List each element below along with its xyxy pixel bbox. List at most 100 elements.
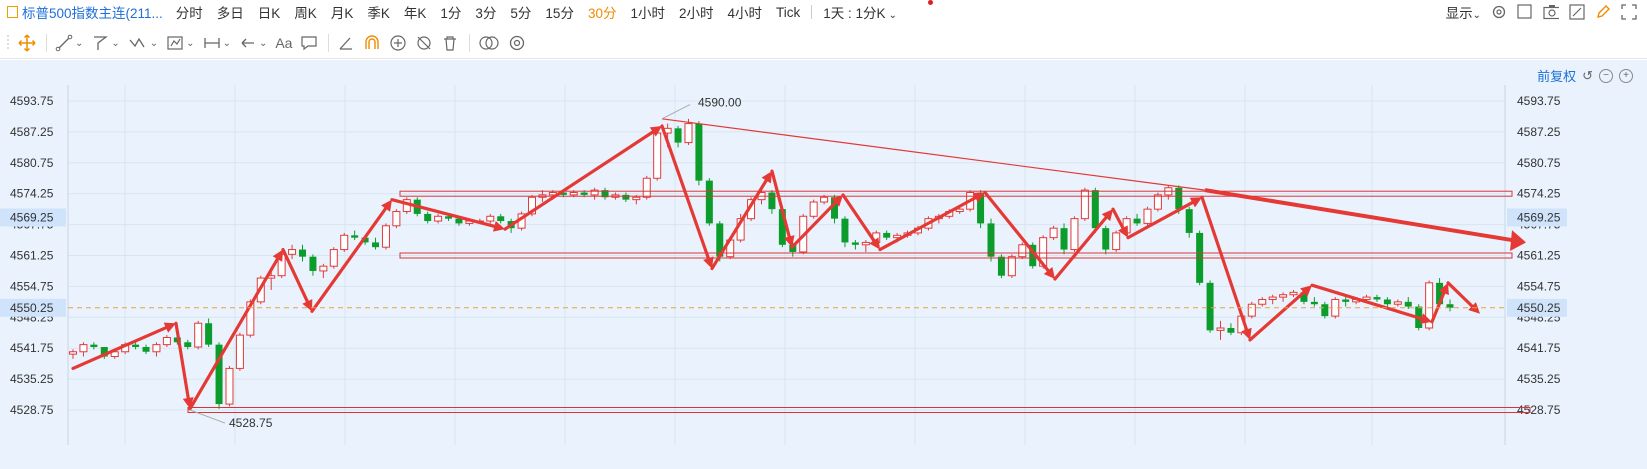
swing-arrow-shaft <box>71 326 168 371</box>
period-3min[interactable]: 3分 <box>475 6 497 21</box>
swing-arrow-shaft <box>983 190 1050 273</box>
swing-arrow-shaft <box>1053 216 1108 281</box>
candle-body-up <box>590 189 599 196</box>
period-quarterly[interactable]: 季K <box>367 6 390 21</box>
period-multiday[interactable]: 多日 <box>216 6 244 21</box>
candle-body-up <box>1070 218 1079 251</box>
candle-body-up <box>1425 282 1434 329</box>
candle-body-up <box>528 196 536 215</box>
move-crosshair-icon[interactable] <box>18 32 36 54</box>
zoom-in-icon[interactable]: + <box>1619 68 1633 83</box>
period-30min[interactable]: 30分 <box>587 6 617 21</box>
measure-tool-icon[interactable]: ⌄ <box>203 32 231 54</box>
period-tick[interactable]: Tick <box>776 4 801 20</box>
arrow-tool-icon[interactable]: ⌄ <box>239 32 267 54</box>
swing-arrow-shaft <box>1111 207 1125 230</box>
y-tick-label-left: 4574.25 <box>10 187 54 201</box>
candle-body-down <box>132 344 140 348</box>
edit-image-icon[interactable] <box>1569 4 1585 20</box>
instrument-title[interactable]: 标普500指数主连(211... <box>22 6 163 21</box>
candle-body-down <box>695 123 703 181</box>
candle-body-down <box>100 347 108 357</box>
candle-body-up <box>1018 244 1027 258</box>
swing-arrow-shaft <box>390 198 496 228</box>
candle-body-down <box>424 213 432 222</box>
trash-icon[interactable] <box>441 32 459 54</box>
candle-body-up <box>820 196 829 203</box>
swing-arrow-head <box>703 256 714 269</box>
pencil-icon[interactable] <box>1595 4 1611 20</box>
period-monthly[interactable]: 月K <box>330 6 354 21</box>
angle-tool-icon[interactable] <box>337 32 355 54</box>
adjust-mode-label[interactable]: 前复权 <box>1537 69 1577 84</box>
period-weekly[interactable]: 周K <box>294 6 317 21</box>
y-tick-label-right: 4561.25 <box>1517 249 1561 263</box>
comment-tool-icon[interactable] <box>300 32 318 54</box>
text-tool[interactable]: Aa <box>275 35 293 51</box>
adjust-controls: 前复权 ↺ − + <box>1537 66 1633 85</box>
candle-body-down <box>977 192 985 224</box>
candle-body-down <box>1310 301 1318 305</box>
hide-drawing-icon[interactable] <box>415 32 433 54</box>
y-tick-label-left: 4535.25 <box>10 372 54 386</box>
wave-tool-icon[interactable]: ⌄ <box>128 32 158 54</box>
current-price-label-left: 4569.25 <box>10 210 54 224</box>
candle-body-up <box>1112 232 1121 251</box>
zoom-out-icon[interactable]: − <box>1599 68 1613 83</box>
period-yearly[interactable]: 年K <box>403 6 427 21</box>
candle-body-up <box>955 208 964 213</box>
undo-icon[interactable]: ↺ <box>1582 67 1593 83</box>
candle-body-up <box>152 344 161 353</box>
candle-body-up <box>861 241 870 246</box>
period-1hour[interactable]: 1小时 <box>630 6 665 21</box>
y-tick-label-left: 4541.75 <box>10 341 54 355</box>
settings-gear-icon[interactable] <box>1491 4 1507 20</box>
candle-body-up <box>69 351 77 355</box>
swing-arrow-head <box>869 237 880 250</box>
panel-toggle-icon[interactable] <box>7 6 18 18</box>
divider <box>328 34 330 52</box>
swing-arrow-head <box>302 299 313 312</box>
candle-body-down <box>1133 218 1141 224</box>
lock-drawing-icon[interactable] <box>389 32 407 54</box>
range-selector[interactable]: 1天 : 1分K ⌄ <box>816 2 904 22</box>
candle-body-up <box>809 201 818 217</box>
display-menu[interactable]: 显示⌄ <box>1446 2 1481 22</box>
candle-body-up <box>1007 256 1016 277</box>
drag-handle-icon[interactable] <box>6 32 10 54</box>
magnet-icon[interactable] <box>363 32 381 54</box>
period-2hour[interactable]: 2小时 <box>679 6 714 21</box>
period-5min[interactable]: 5分 <box>510 6 532 21</box>
candle-body-up <box>79 344 88 353</box>
candle-body-up <box>1393 301 1402 305</box>
low-leader <box>189 409 226 424</box>
chevron-down-icon: ⌄ <box>888 10 897 21</box>
trend-arrow-shaft <box>1204 188 1513 243</box>
trend-arrow-head <box>1510 230 1526 251</box>
fullscreen-icon[interactable] <box>1621 4 1637 20</box>
trendline-tool-icon[interactable]: ⌄ <box>55 32 83 54</box>
layout-select-icon[interactable] <box>1517 4 1533 20</box>
candle-body-down <box>705 180 713 224</box>
chart-area[interactable]: 4593.75 4593.75 4587.25 4587.25 4580.75 4580.… <box>0 60 1647 469</box>
period-intraday[interactable]: 分时 <box>175 6 203 21</box>
candle-body-down <box>1342 299 1350 302</box>
divider <box>46 34 47 52</box>
period-daily[interactable]: 日K <box>257 6 281 21</box>
candle-body-down <box>831 197 839 219</box>
current-price-tag-left <box>0 208 66 227</box>
candle-body-up <box>1049 227 1058 239</box>
candlestick-chart[interactable]: 4593.75 4593.75 4587.25 4587.25 4580.75 4580.… <box>0 60 1647 469</box>
candle-body-down <box>716 223 724 257</box>
channel-tool-icon[interactable]: ⌄ <box>91 32 120 54</box>
period-4hour[interactable]: 4小时 <box>727 6 763 21</box>
camera-icon[interactable] <box>1543 4 1559 20</box>
period-1min[interactable]: 1分 <box>440 6 462 21</box>
compare-icon[interactable] <box>478 32 500 54</box>
pattern-tool-icon[interactable]: ⌄ <box>166 32 195 54</box>
period-15min[interactable]: 15分 <box>545 6 574 21</box>
candle-body-up <box>1268 296 1277 300</box>
swing-arrow-head <box>831 194 843 207</box>
chart-settings-gear-icon[interactable] <box>508 32 526 54</box>
candle-body-down <box>559 192 567 195</box>
